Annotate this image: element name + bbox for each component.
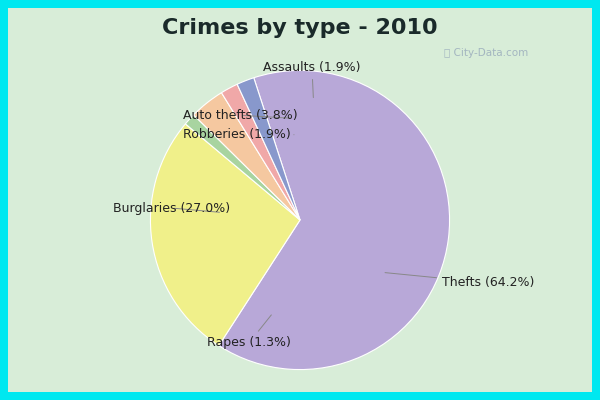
Wedge shape: [221, 84, 300, 220]
Wedge shape: [219, 70, 449, 370]
Text: ⓘ City-Data.com: ⓘ City-Data.com: [444, 48, 528, 58]
Text: Auto thefts (3.8%): Auto thefts (3.8%): [184, 109, 298, 122]
Text: Rapes (1.3%): Rapes (1.3%): [207, 315, 291, 349]
Text: Crimes by type - 2010: Crimes by type - 2010: [162, 18, 438, 38]
Text: Thefts (64.2%): Thefts (64.2%): [385, 273, 535, 289]
Wedge shape: [151, 124, 300, 346]
Text: Assaults (1.9%): Assaults (1.9%): [263, 61, 361, 98]
Wedge shape: [237, 78, 300, 220]
Text: Burglaries (27.0%): Burglaries (27.0%): [113, 202, 230, 214]
Wedge shape: [194, 93, 300, 220]
Text: Robberies (1.9%): Robberies (1.9%): [184, 128, 294, 141]
Wedge shape: [185, 115, 300, 220]
